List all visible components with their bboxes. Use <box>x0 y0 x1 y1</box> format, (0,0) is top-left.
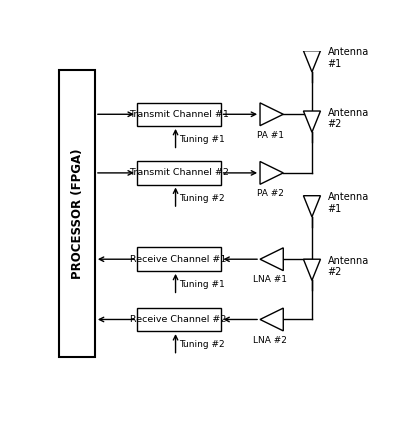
Text: LNA #1: LNA #1 <box>253 275 287 285</box>
Text: Tuning #1: Tuning #1 <box>179 280 224 289</box>
FancyBboxPatch shape <box>137 102 220 126</box>
Text: Antenna
#2: Antenna #2 <box>328 107 369 129</box>
Text: PROCESSOR (FPGA): PROCESSOR (FPGA) <box>71 148 84 279</box>
Text: Tuning #2: Tuning #2 <box>179 340 224 349</box>
FancyBboxPatch shape <box>137 161 220 184</box>
Polygon shape <box>304 196 320 217</box>
Text: Antenna
#1: Antenna #1 <box>328 47 369 69</box>
Polygon shape <box>260 308 283 331</box>
Text: Receive Channel #2: Receive Channel #2 <box>130 315 227 324</box>
Text: Tuning #1: Tuning #1 <box>179 135 224 144</box>
FancyBboxPatch shape <box>137 247 220 271</box>
Polygon shape <box>260 103 283 126</box>
Polygon shape <box>260 162 283 184</box>
Text: LNA #2: LNA #2 <box>253 336 287 345</box>
Text: Antenna
#1: Antenna #1 <box>328 192 369 214</box>
Polygon shape <box>260 248 283 271</box>
Text: Transmit Channel #2: Transmit Channel #2 <box>129 168 228 177</box>
FancyBboxPatch shape <box>137 308 220 331</box>
Polygon shape <box>304 111 320 132</box>
Text: PA #2: PA #2 <box>257 189 284 198</box>
Text: Antenna
#2: Antenna #2 <box>328 256 369 277</box>
Text: Transmit Channel #1: Transmit Channel #1 <box>129 110 228 119</box>
Text: PA #1: PA #1 <box>257 131 284 140</box>
FancyBboxPatch shape <box>59 70 95 357</box>
Text: Tuning #2: Tuning #2 <box>179 194 224 203</box>
Polygon shape <box>304 51 320 72</box>
Text: Receive Channel #1: Receive Channel #1 <box>130 255 227 264</box>
Polygon shape <box>304 259 320 280</box>
